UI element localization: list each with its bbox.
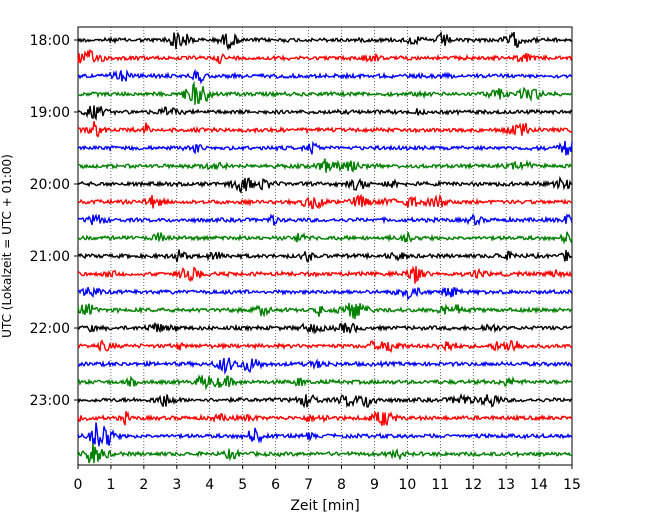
y-axis-label: UTC (Lokalzeit = UTC + 01:00) — [0, 154, 14, 338]
trace-8 — [77, 175, 573, 194]
x-tick-label: 14 — [530, 477, 548, 493]
trace-16 — [77, 321, 573, 335]
trace-6 — [77, 140, 573, 156]
x-tick-label: 13 — [497, 477, 515, 493]
x-tick-label: 5 — [238, 477, 247, 493]
x-tick-label: 11 — [431, 477, 449, 493]
plot-frame — [77, 26, 573, 466]
y-tick-label: 22:00 — [30, 321, 70, 337]
trace-2 — [77, 68, 573, 85]
trace-19 — [77, 374, 573, 391]
trace-14 — [77, 286, 573, 301]
y-axis-ticks: 18:00 19:00 20:00 21:00 22:00 23:00 — [30, 33, 78, 409]
x-tick-label: 7 — [304, 477, 313, 493]
trace-11 — [77, 231, 573, 245]
trace-21 — [77, 410, 573, 427]
trace-22 — [77, 422, 573, 447]
x-tick-label: 6 — [271, 477, 280, 493]
y-tick-label: 23:00 — [30, 393, 70, 409]
trace-15 — [77, 302, 573, 320]
trace-0 — [77, 30, 573, 51]
x-axis-ticks: 0 1 2 3 4 5 6 7 8 9 10 11 12 13 14 15 — [74, 465, 581, 493]
trace-3 — [77, 80, 573, 105]
trace-23 — [77, 443, 573, 464]
x-axis-label: Zeit [min] — [290, 498, 359, 514]
y-tick-label: 20:00 — [30, 177, 70, 193]
x-tick-label: 12 — [464, 477, 482, 493]
trace-4 — [77, 105, 573, 121]
trace-10 — [77, 213, 573, 227]
x-tick-label: 1 — [106, 477, 115, 493]
x-tick-label: 8 — [337, 477, 346, 493]
trace-20 — [77, 393, 573, 409]
trace-12 — [77, 249, 573, 264]
x-tick-label: 9 — [370, 477, 379, 493]
y-tick-label: 19:00 — [30, 105, 70, 121]
trace-18 — [77, 357, 573, 375]
traces — [77, 30, 573, 464]
x-tick-label: 10 — [398, 477, 416, 493]
trace-7 — [77, 158, 573, 173]
x-tick-label: 3 — [172, 477, 181, 493]
grid — [110, 27, 540, 465]
trace-5 — [77, 120, 573, 138]
x-tick-label: 0 — [74, 477, 83, 493]
trace-17 — [77, 339, 573, 353]
trace-1 — [77, 48, 573, 65]
trace-13 — [77, 265, 573, 284]
y-tick-label: 18:00 — [30, 33, 70, 49]
trace-9 — [77, 193, 573, 210]
x-tick-label: 2 — [139, 477, 148, 493]
y-tick-label: 21:00 — [30, 249, 70, 265]
x-tick-label: 4 — [205, 477, 214, 493]
x-tick-label: 15 — [563, 477, 581, 493]
